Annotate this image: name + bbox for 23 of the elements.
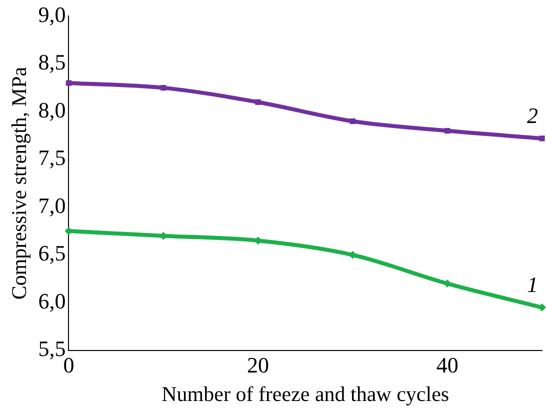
point <box>348 250 357 259</box>
point <box>538 303 546 312</box>
y-tick-label: 8,5 <box>38 50 66 75</box>
y-tick-label: 8,0 <box>38 97 66 122</box>
y-tick-label: 5,5 <box>38 336 66 362</box>
point <box>66 80 72 86</box>
point <box>443 280 452 288</box>
point <box>444 128 450 134</box>
point <box>350 118 356 124</box>
y-tick-label: 9,0 <box>38 2 66 27</box>
series-label: 1 <box>527 272 538 298</box>
y-tick-label: 7,5 <box>38 145 66 170</box>
y-tick-label: 7,0 <box>38 192 66 218</box>
point <box>160 84 166 91</box>
point <box>539 136 545 142</box>
y-axis-title: Compressive strength, MPa <box>7 66 32 300</box>
x-tick-label: 20 <box>247 352 270 378</box>
y-tick-label: 6,0 <box>38 288 66 314</box>
point <box>255 99 261 105</box>
series-label: 2 <box>527 103 538 128</box>
x-axis-title: Number of freeze and thaw cycles <box>162 382 450 406</box>
x-tick-label: 40 <box>436 352 458 378</box>
y-tick-label: 6,5 <box>38 240 66 266</box>
